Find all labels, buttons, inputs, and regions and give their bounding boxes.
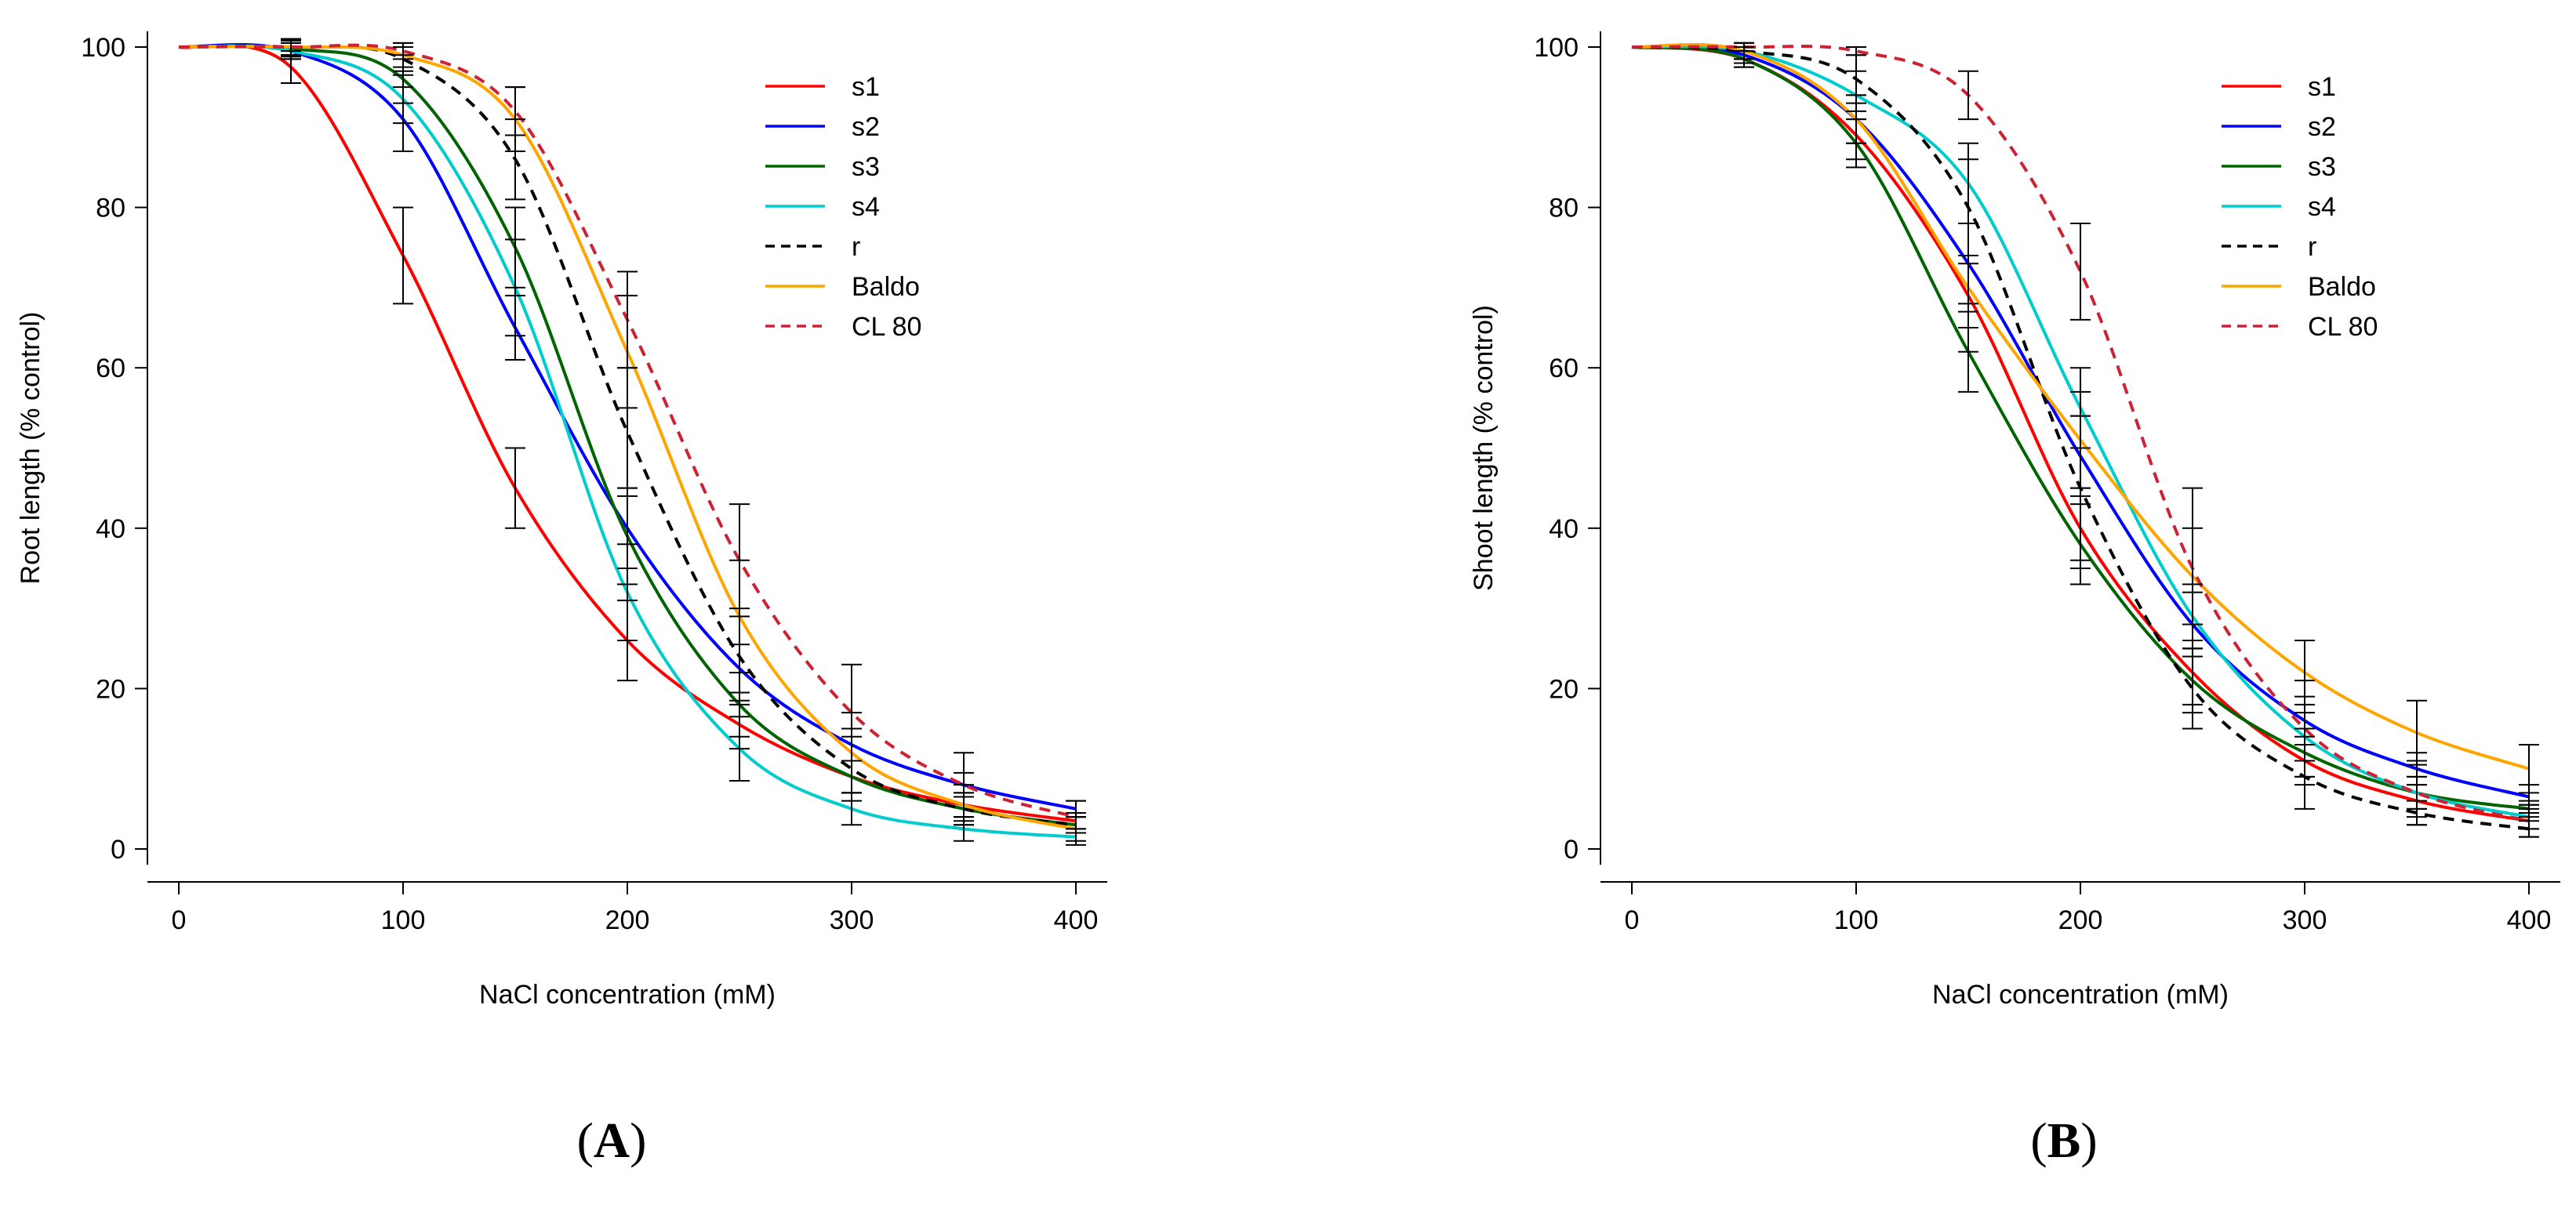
error-bar-baldo	[2519, 744, 2539, 794]
x-axis-title: NaCl concentration (mM)	[1932, 980, 2229, 1010]
error-bar-cl-80	[841, 663, 862, 762]
x-tick-label: 200	[2058, 905, 2103, 935]
panel-label-a: (A)	[576, 1112, 647, 1168]
y-tick-label: 20	[1549, 674, 1579, 704]
legend-label-s1: s1	[852, 72, 880, 102]
y-axis-title: Root length (% control)	[16, 312, 45, 585]
error-bar-s4	[393, 74, 413, 125]
x-tick-label: 100	[381, 905, 426, 935]
error-bar-s4	[617, 543, 638, 642]
y-tick-label: 60	[96, 354, 125, 383]
legend-label-s3: s3	[852, 152, 880, 182]
error-bar-baldo	[2407, 699, 2427, 766]
error-bar-s4	[505, 238, 525, 337]
legend-label-r: r	[852, 232, 860, 262]
error-bar-cl-80	[505, 86, 525, 136]
series-line-cl-80	[178, 43, 1077, 819]
error-bar-cl-80	[2070, 223, 2091, 321]
series-line-s3	[178, 44, 1077, 827]
y-tick-label: 0	[1564, 835, 1579, 865]
error-bar-s4	[729, 716, 750, 782]
error-bar-cl-80	[2519, 804, 2539, 838]
error-bar-cl-80	[2182, 487, 2203, 650]
chart-panel-b: 0 100 200 300 400 NaCl concentration (mM) 0 20 4…	[1469, 31, 2560, 1010]
x-tick-label: 100	[1834, 905, 1879, 935]
error-bar-cl-80	[617, 270, 638, 369]
chart-panel-a: 0 100 200 300 400 NaCl concentration (mM) 0 20 4…	[16, 31, 1107, 1010]
legend: s1 s2 s3 s4 r Baldo CL 80	[2222, 72, 2378, 342]
error-bar-cl-80	[1846, 46, 1866, 56]
series-line-s3	[1631, 45, 2530, 811]
error-bar-cl-80	[1734, 42, 1754, 53]
error-bar-baldo	[1846, 94, 1866, 144]
x-tick-label: 400	[1054, 905, 1099, 935]
error-bar-cl-80	[393, 42, 413, 60]
series-line-cl-80	[1631, 45, 2530, 823]
legend-label-baldo: Baldo	[2308, 272, 2376, 302]
y-tick-label: 0	[111, 835, 125, 865]
y-axis-title: Shoot length (% control)	[1469, 305, 1499, 591]
error-bar-cl-80	[2407, 760, 2427, 826]
x-tick-label: 0	[172, 905, 187, 935]
error-bar-baldo	[2070, 390, 2091, 489]
y-tick-label: 40	[1549, 514, 1579, 544]
legend-label-s2: s2	[2308, 112, 2336, 142]
error-bar-cl-80	[954, 752, 974, 818]
series-line-baldo	[1631, 42, 2530, 771]
legend-label-s3: s3	[2308, 152, 2336, 182]
legend-label-s4: s4	[2308, 192, 2336, 222]
y-tick-label: 100	[81, 33, 125, 63]
error-bar-s1	[393, 206, 413, 305]
legend-label-baldo: Baldo	[852, 272, 920, 302]
y-tick-label: 100	[1534, 33, 1579, 63]
legend-label-s4: s4	[852, 192, 880, 222]
error-bar-cl-80	[2294, 680, 2315, 778]
error-bar-cl-80	[1066, 800, 1086, 834]
y-tick-label: 60	[1549, 354, 1579, 383]
y-tick-label: 80	[1549, 194, 1579, 223]
legend-label-s2: s2	[852, 112, 880, 142]
series-line-s1	[178, 43, 1077, 823]
legend-label-s1: s1	[2308, 72, 2336, 102]
x-tick-label: 0	[1625, 905, 1640, 935]
error-bar-cl-80	[1958, 70, 1978, 121]
series-line-baldo	[178, 45, 1077, 831]
x-tick-label: 300	[2283, 905, 2327, 935]
series-line-s4	[178, 44, 1077, 839]
error-bar-cl-80	[281, 38, 301, 56]
y-tick-label: 40	[96, 514, 125, 544]
x-tick-label: 400	[2507, 905, 2552, 935]
x-tick-label: 200	[605, 905, 650, 935]
legend-label-r: r	[2308, 232, 2316, 262]
legend-label-cl-80: CL 80	[2308, 312, 2378, 342]
error-bar-s1	[505, 447, 525, 529]
x-tick-label: 300	[830, 905, 874, 935]
x-axis-title: NaCl concentration (mM)	[479, 980, 776, 1010]
panel-label-b: (B)	[2030, 1112, 2098, 1168]
y-tick-label: 80	[96, 194, 125, 223]
error-bar-cl-80	[729, 503, 750, 618]
error-bar-baldo	[1958, 223, 1978, 353]
legend-label-cl-80: CL 80	[852, 312, 921, 342]
y-tick-label: 20	[96, 674, 125, 704]
legend: s1 s2 s3 s4 r Baldo CL 80	[765, 72, 921, 342]
